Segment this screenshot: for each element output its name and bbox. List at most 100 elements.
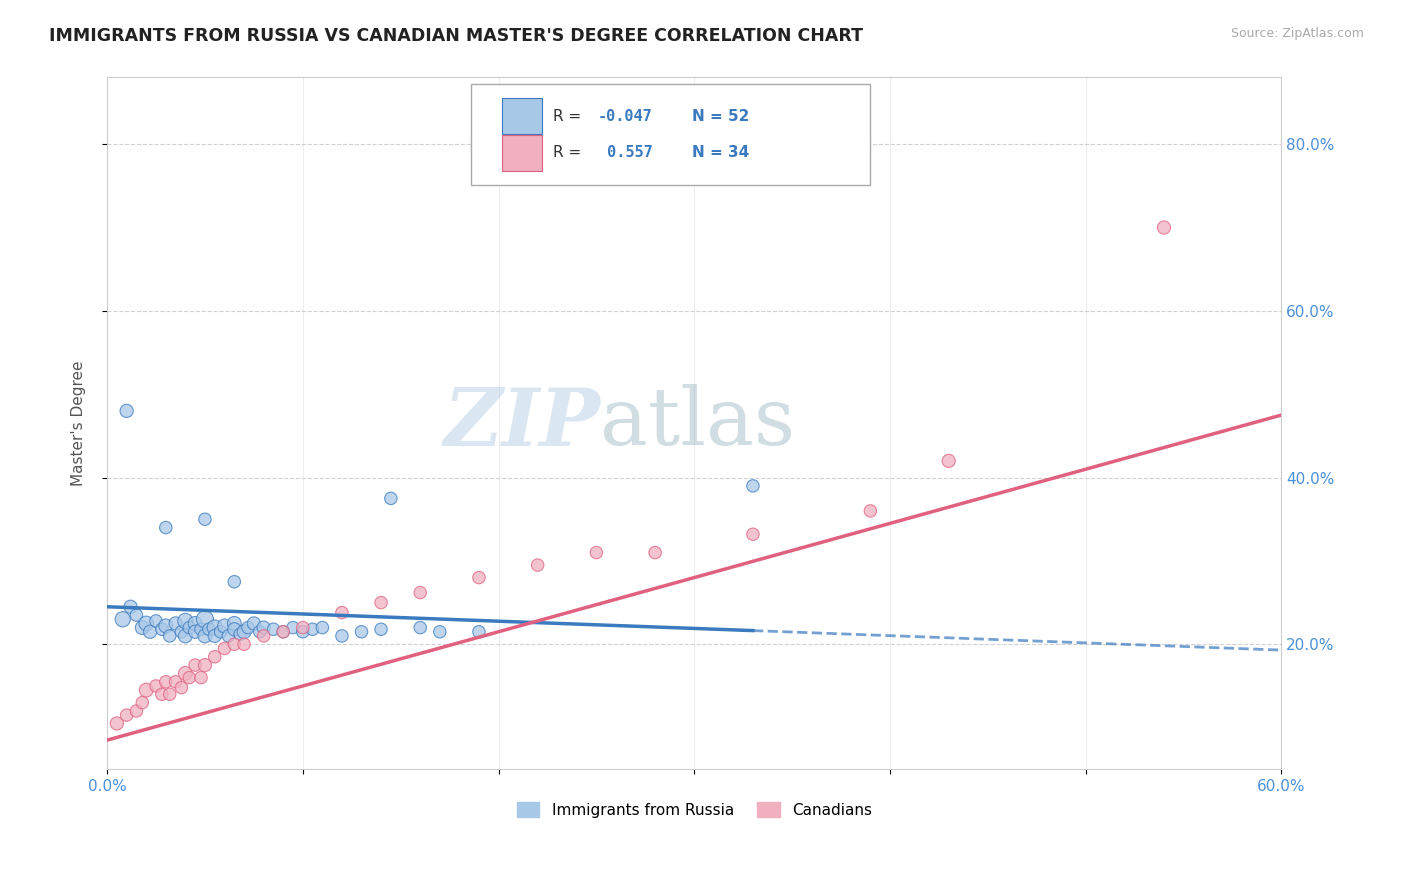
Text: R =: R = [554, 109, 586, 124]
Text: 0.557: 0.557 [598, 145, 652, 161]
Point [194, 629, 217, 643]
Point [468, 571, 491, 585]
Point [111, 612, 134, 626]
Point [165, 674, 187, 689]
Point [190, 671, 212, 685]
Point [155, 520, 177, 534]
Point [224, 622, 246, 636]
Text: atlas: atlas [600, 384, 796, 462]
Point [184, 616, 207, 631]
Point [236, 621, 259, 635]
Point [125, 704, 148, 718]
Point [262, 622, 284, 636]
FancyBboxPatch shape [502, 98, 541, 134]
Point [370, 622, 392, 636]
Point [115, 404, 138, 418]
Point [224, 574, 246, 589]
FancyBboxPatch shape [471, 85, 870, 185]
Point [184, 658, 207, 673]
Text: ZIP: ZIP [443, 384, 600, 462]
Point [131, 696, 153, 710]
Point [380, 491, 402, 506]
Point [155, 619, 177, 633]
Legend: Immigrants from Russia, Canadians: Immigrants from Russia, Canadians [510, 796, 879, 824]
Point [350, 624, 373, 639]
Point [291, 624, 314, 639]
Point [179, 621, 201, 635]
Point [330, 629, 353, 643]
Point [198, 622, 221, 636]
Point [150, 687, 173, 701]
Point [174, 629, 197, 643]
Point [644, 545, 666, 559]
Point [204, 649, 226, 664]
Point [271, 624, 294, 639]
Point [135, 683, 157, 698]
Point [271, 624, 294, 639]
Point [224, 616, 246, 631]
Point [170, 681, 193, 695]
Point [214, 641, 236, 656]
Point [159, 629, 181, 643]
Text: N = 34: N = 34 [692, 145, 749, 161]
Text: R =: R = [554, 145, 586, 161]
Point [938, 454, 960, 468]
Point [184, 624, 207, 639]
Point [179, 671, 201, 685]
Point [233, 637, 256, 651]
Point [742, 479, 765, 493]
Point [742, 527, 765, 541]
Point [204, 621, 226, 635]
Point [204, 629, 226, 643]
Point [233, 624, 256, 639]
Point [370, 596, 392, 610]
Point [249, 624, 271, 639]
Text: Source: ZipAtlas.com: Source: ZipAtlas.com [1230, 27, 1364, 40]
Point [194, 612, 217, 626]
Point [131, 621, 153, 635]
Point [209, 624, 232, 639]
Point [253, 621, 276, 635]
Point [1153, 220, 1175, 235]
Point [468, 624, 491, 639]
Point [165, 616, 187, 631]
Point [194, 658, 217, 673]
Point [150, 622, 173, 636]
Point [291, 621, 314, 635]
Point [409, 621, 432, 635]
FancyBboxPatch shape [502, 135, 541, 171]
Point [120, 599, 142, 614]
Point [859, 504, 882, 518]
Point [301, 622, 323, 636]
Point [214, 619, 236, 633]
Point [526, 558, 548, 572]
Point [330, 606, 353, 620]
Point [174, 614, 197, 628]
Point [115, 708, 138, 723]
Point [170, 624, 193, 639]
Point [253, 629, 276, 643]
Point [217, 629, 239, 643]
Y-axis label: Master's Degree: Master's Degree [72, 360, 86, 486]
Text: -0.047: -0.047 [598, 109, 652, 124]
Point [159, 687, 181, 701]
Text: N = 52: N = 52 [692, 109, 749, 124]
Point [190, 622, 212, 636]
Point [229, 627, 252, 641]
Text: IMMIGRANTS FROM RUSSIA VS CANADIAN MASTER'S DEGREE CORRELATION CHART: IMMIGRANTS FROM RUSSIA VS CANADIAN MASTE… [49, 27, 863, 45]
Point [311, 621, 333, 635]
Point [155, 674, 177, 689]
Point [224, 637, 246, 651]
Point [585, 545, 607, 559]
Point [139, 624, 162, 639]
Point [105, 716, 128, 731]
Point [281, 621, 304, 635]
Point [145, 614, 167, 628]
Point [135, 616, 157, 631]
Point [429, 624, 451, 639]
Point [145, 679, 167, 693]
Point [194, 512, 217, 526]
Point [243, 616, 266, 631]
Point [174, 666, 197, 681]
Point [409, 585, 432, 599]
